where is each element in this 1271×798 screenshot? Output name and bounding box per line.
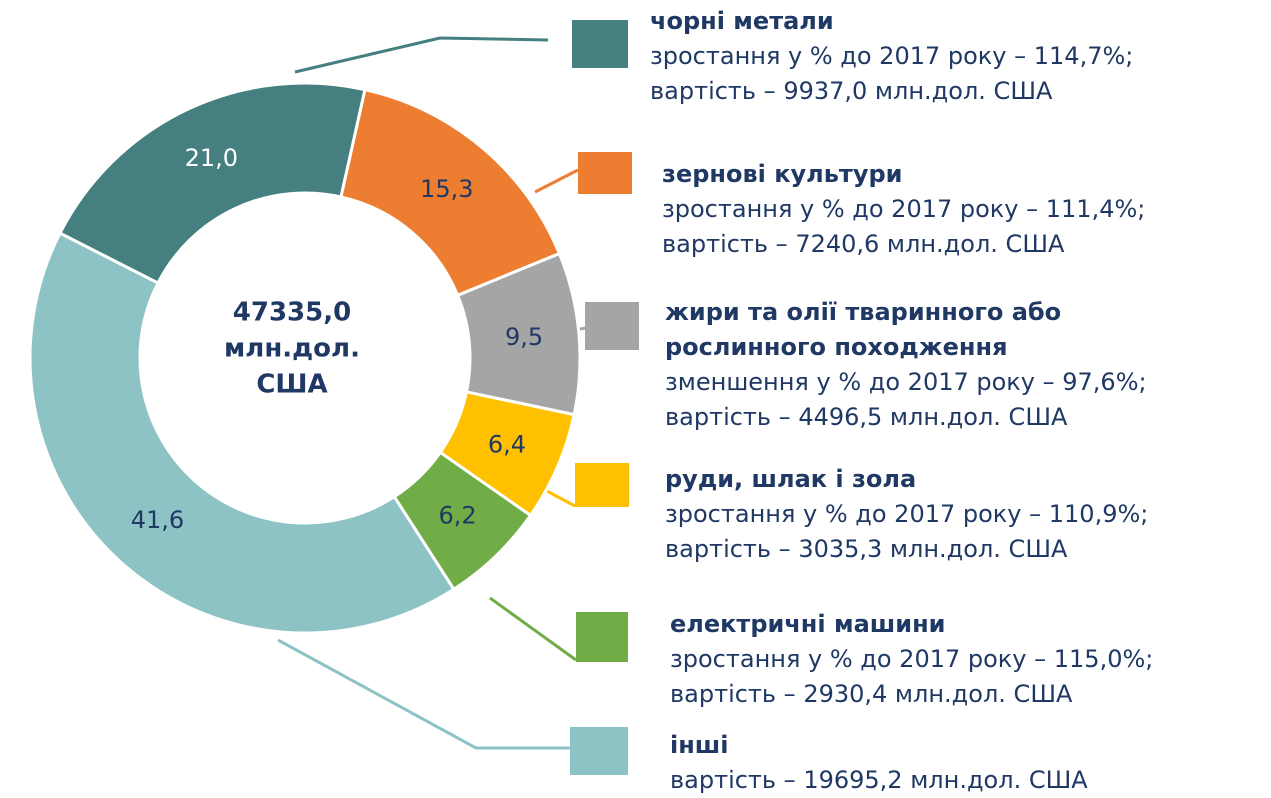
legend-entry: інші вартість – 19695,2 млн.дол. США (670, 728, 1150, 798)
legend-swatch (570, 727, 628, 775)
legend-description: вартість – 19695,2 млн.дол. США (670, 766, 1088, 794)
legend-entry: чорні метали зростання у % до 2017 року –… (650, 4, 1133, 109)
leader-line (544, 488, 576, 508)
legend-label: зернові культури (662, 160, 903, 188)
legend-description: зростання у % до 2017 року – 115,0%; (670, 645, 1154, 673)
legend-entry: жири та олії тваринного або рослинного п… (665, 295, 1147, 435)
data-label: 6,2 (439, 501, 477, 529)
data-label: 41,6 (131, 506, 184, 534)
slice (28, 231, 456, 635)
legend-entry: електричні машини зростання у % до 2017 р… (670, 607, 1153, 712)
legend-label: чорні метали (650, 7, 834, 35)
center-text: 47335,0 (233, 298, 351, 328)
legend-swatch (576, 612, 628, 662)
legend-description: вартість – 2930,4 млн.дол. США (670, 680, 1073, 708)
data-label: 21,0 (185, 144, 238, 172)
legend-swatch (572, 20, 628, 68)
data-label: 15,3 (420, 175, 473, 203)
legend-description: зростання у % до 2017 року – 114,7%; (650, 42, 1134, 70)
center-text: млн.дол. (224, 334, 360, 364)
data-label: 6,4 (488, 430, 526, 458)
legend-description: вартість – 9937,0 млн.дол. США (650, 77, 1053, 105)
legend-entry: зернові культури зростання у % до 2017 ро… (662, 157, 1145, 262)
legend-entry: руди, шлак і зола зростання у % до 2017 р… (665, 462, 1148, 567)
legend-label: інші (670, 731, 729, 759)
legend-description: вартість – 4496,5 млн.дол. США (665, 403, 1068, 431)
legend-description: зростання у % до 2017 року – 111,4%; (662, 195, 1146, 223)
legend-description: вартість – 3035,3 млн.дол. США (665, 535, 1068, 563)
legend-description: зростання у % до 2017 року – 110,9%; (665, 500, 1149, 528)
legend-swatch (578, 152, 632, 194)
legend-swatch (585, 302, 639, 350)
leader-lines (277, 36, 587, 750)
center-text: США (256, 370, 327, 400)
slice (339, 87, 562, 298)
data-label: 9,5 (505, 323, 543, 351)
leader-line (534, 168, 579, 194)
leader-line (489, 596, 577, 662)
legend-label: електричні машини (670, 610, 946, 638)
leader-line (294, 36, 549, 74)
leader-line (277, 638, 570, 750)
legend-description: зменшення у % до 2017 року – 97,6%; (665, 368, 1147, 396)
legend-swatch (575, 463, 629, 507)
legend-description: вартість – 7240,6 млн.дол. США (662, 230, 1065, 258)
legend-label: руди, шлак і зола (665, 465, 917, 493)
legend-label: жири та олії тваринного або рослинного п… (665, 298, 1062, 361)
slice (57, 81, 367, 286)
